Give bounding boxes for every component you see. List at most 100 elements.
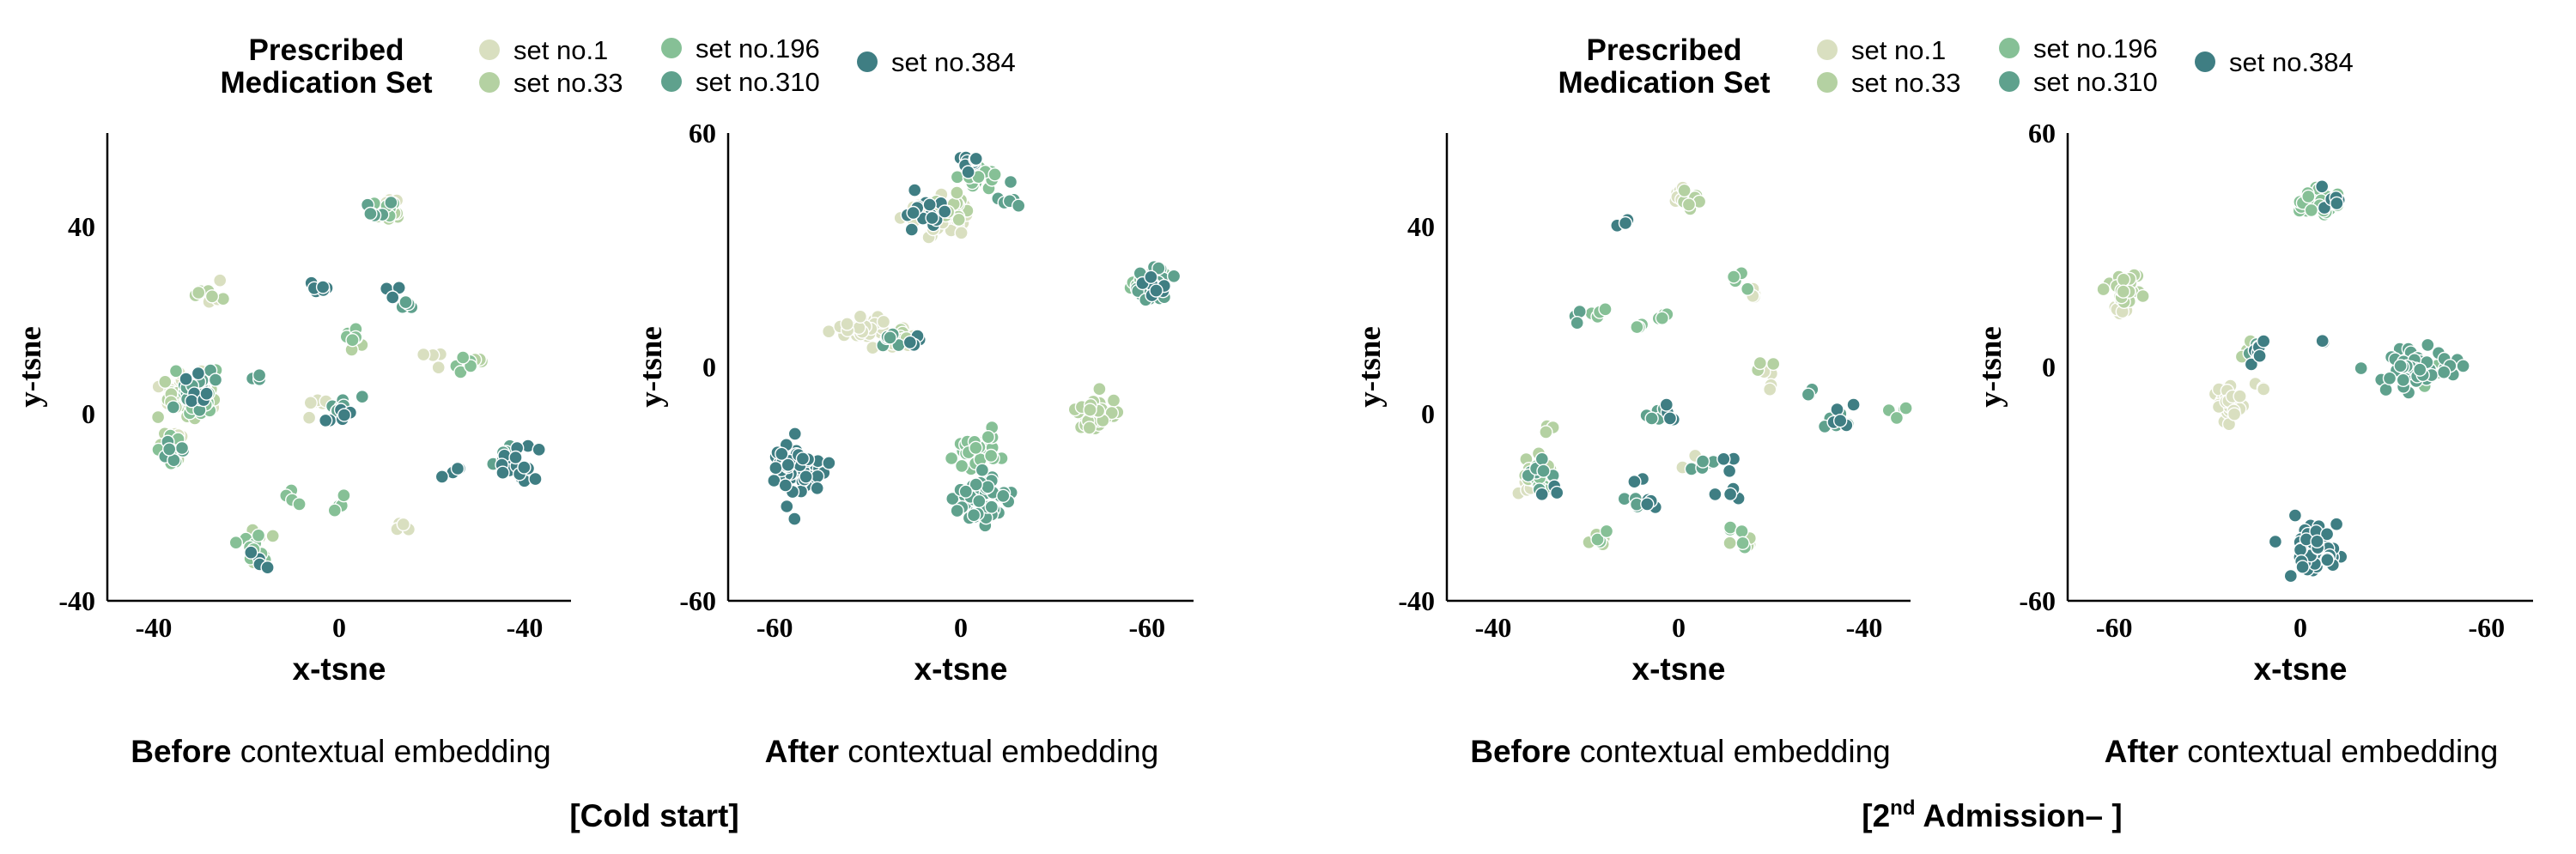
data-point — [810, 481, 824, 495]
caption-after-bold: After — [765, 734, 839, 769]
data-point — [922, 197, 937, 212]
data-point — [228, 536, 243, 550]
x-tick-label: -40 — [136, 612, 173, 643]
data-point — [969, 151, 983, 167]
data-point — [969, 477, 983, 492]
data-point — [1846, 397, 1861, 412]
legend-marker — [1999, 71, 2020, 92]
x-axis-label: x-tsne — [293, 651, 386, 687]
data-point — [453, 365, 468, 379]
data-point — [2136, 288, 2150, 304]
data-point — [925, 210, 939, 226]
data-point — [204, 289, 220, 304]
data-point — [2315, 334, 2330, 348]
data-point — [1534, 487, 1549, 501]
data-point — [2382, 371, 2397, 385]
data-point — [1832, 414, 1848, 428]
data-point — [1659, 397, 1674, 412]
scatter-cold-start-before: -40 0 -40 40 0 -40 x-tsne y-tsne — [13, 133, 571, 687]
data-point — [517, 460, 532, 475]
data-point — [2421, 337, 2435, 353]
data-point — [1662, 411, 1678, 426]
y-tick-label: -40 — [1398, 585, 1435, 616]
legend-label: set no.196 — [696, 33, 820, 64]
data-point — [1899, 401, 1913, 415]
data-point — [2096, 282, 2111, 297]
data-point — [2396, 372, 2411, 387]
scatter-points — [766, 150, 1182, 533]
legend-title-line2: Medication Set — [1558, 66, 1771, 100]
data-point — [1644, 411, 1659, 426]
data-point — [1762, 382, 1777, 397]
legend-label: set no.33 — [513, 68, 623, 98]
legend-label: set no.1 — [1851, 35, 1946, 65]
data-point — [810, 469, 825, 484]
data-point — [996, 488, 1011, 503]
data-point — [2283, 568, 2299, 584]
data-point — [1598, 302, 1613, 317]
data-point — [966, 508, 981, 523]
y-tick-label: -60 — [2019, 585, 2056, 616]
caption-before-bold: Before — [1470, 734, 1571, 769]
data-point — [904, 222, 920, 237]
group-caption-text: [2 — [1862, 798, 1890, 833]
data-point — [778, 478, 793, 493]
x-tick-label: 0 — [1672, 612, 1686, 643]
data-point — [972, 494, 987, 509]
data-point — [1570, 316, 1584, 330]
data-point — [2252, 348, 2267, 363]
data-point — [1106, 393, 1121, 408]
group-caption-second-admission: [2nd Admission– ] — [1862, 796, 2122, 833]
data-point — [337, 488, 351, 503]
data-point — [787, 512, 802, 526]
caption-second-admission-after: After contextual embedding — [2105, 734, 2499, 769]
data-point — [265, 529, 280, 543]
legend-marker — [661, 71, 682, 92]
data-point — [1655, 311, 1670, 325]
data-point — [1716, 451, 1731, 466]
data-point — [2256, 382, 2271, 397]
data-point — [384, 195, 398, 210]
caption-after-bold: After — [2105, 734, 2178, 769]
group-caption-cold-start: [Cold start] — [569, 798, 738, 833]
y-axis-label: y-tsne — [13, 326, 48, 408]
y-axis-label: y-tsne — [1973, 326, 2008, 408]
scatter-second-admission-after: -60 0 -60 60 0 -60 x-tsne y-tsne — [1973, 118, 2533, 687]
y-tick-label: 0 — [2042, 352, 2056, 383]
data-point — [398, 294, 413, 310]
data-point — [876, 314, 891, 330]
data-point — [213, 273, 228, 288]
data-point — [906, 205, 920, 221]
data-point — [1726, 270, 1741, 284]
y-axis-label: y-tsne — [634, 326, 669, 408]
data-point — [1708, 487, 1722, 502]
data-point — [1695, 454, 1710, 469]
data-point — [1539, 425, 1553, 439]
data-point — [168, 364, 184, 379]
data-point — [2329, 517, 2344, 531]
data-point — [2244, 357, 2259, 372]
data-point — [363, 206, 378, 221]
data-point — [166, 400, 181, 415]
data-point — [1082, 421, 1097, 435]
y-tick-label: 0 — [1421, 398, 1435, 429]
y-tick-label: 60 — [2028, 118, 2056, 148]
y-axis-label: y-tsne — [1352, 326, 1388, 408]
legend-title-line1: Prescribed — [249, 33, 404, 67]
legend-marker — [2195, 51, 2215, 72]
data-point — [508, 450, 523, 465]
scatter-points — [2096, 179, 2470, 584]
data-point — [958, 484, 974, 499]
data-point — [795, 451, 811, 466]
x-axis-label: x-tsne — [1632, 651, 1726, 687]
data-point — [1092, 382, 1107, 397]
data-point — [1599, 524, 1614, 539]
data-point — [781, 457, 795, 472]
y-tick-label: 40 — [1407, 211, 1435, 242]
data-point — [1681, 197, 1697, 212]
data-point — [434, 469, 449, 484]
group-caption-text: [Cold start] — [569, 798, 738, 833]
scatter-points — [1511, 180, 1913, 554]
data-point — [1534, 451, 1550, 466]
